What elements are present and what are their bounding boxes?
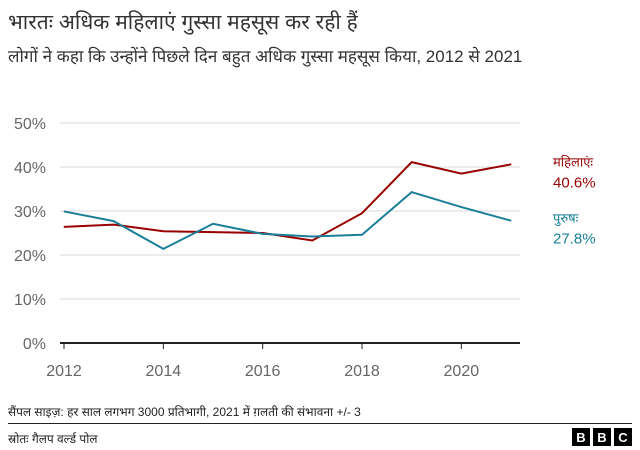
- data-point: [113, 224, 115, 226]
- data-point: [212, 223, 214, 225]
- chart-subtitle: लोगों ने कहा कि उन्होंने पिछले दिन बहुत …: [8, 47, 523, 66]
- series-line-women: [63, 161, 512, 242]
- data-point: [460, 173, 462, 175]
- x-tick-label: 2018: [344, 363, 380, 380]
- series-line-men: [63, 190, 512, 250]
- data-point: [63, 226, 65, 228]
- data-point: [311, 239, 313, 241]
- x-tick-label: 2012: [46, 363, 82, 380]
- sample-note: सैंपल साइज़: हर साल लगभग 3000 प्रतिभागी,…: [8, 405, 361, 419]
- source-text: स्रोतः गैलप वर्ल्ड पोल: [8, 432, 98, 446]
- data-point: [411, 191, 413, 193]
- data-point: [361, 234, 363, 236]
- x-tick-label: 2020: [444, 363, 480, 380]
- chart-title: भारतः अधिक महिलाएं गुस्सा महसूस कर रही ह…: [8, 11, 358, 34]
- data-point: [411, 161, 413, 163]
- data-point: [361, 212, 363, 214]
- data-point: [113, 220, 115, 222]
- data-point: [212, 231, 214, 233]
- data-point: [162, 230, 164, 232]
- data-point: [311, 236, 313, 238]
- series-label: महिलाएंः: [553, 154, 593, 169]
- data-point: [460, 206, 462, 208]
- end-value-label: 40.6%: [553, 174, 596, 191]
- footer-divider: [8, 423, 632, 424]
- data-point: [510, 220, 512, 222]
- line-chart: 0% 10% 20% 30% 40% 50% 2012 2014 2016 2018 2020 महि…: [14, 116, 596, 380]
- data-point: [63, 210, 65, 212]
- data-point: [162, 248, 164, 250]
- y-tick-label: 30%: [14, 204, 46, 221]
- y-tick-label: 0%: [23, 336, 46, 353]
- x-tick-label: 2014: [146, 363, 182, 380]
- x-tick-label: 2016: [245, 363, 281, 380]
- y-tick-label: 10%: [14, 292, 46, 309]
- series-label: पुरुषः: [553, 211, 579, 227]
- end-value-label: 27.8%: [553, 231, 596, 248]
- data-point: [262, 233, 264, 235]
- y-tick-label: 20%: [14, 248, 46, 265]
- y-tick-label: 50%: [14, 116, 46, 133]
- y-tick-label: 40%: [14, 160, 46, 177]
- data-point: [510, 163, 512, 165]
